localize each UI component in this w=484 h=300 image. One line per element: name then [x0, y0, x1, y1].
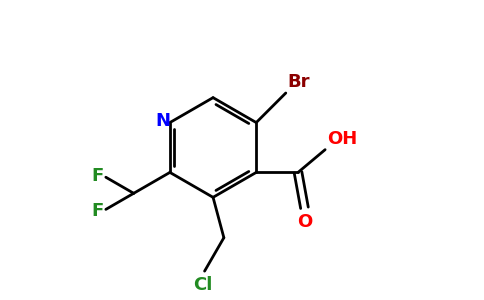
Text: F: F — [91, 167, 103, 184]
Text: N: N — [155, 112, 170, 130]
Text: OH: OH — [327, 130, 357, 148]
Text: O: O — [297, 213, 312, 231]
Text: F: F — [91, 202, 103, 220]
Text: Cl: Cl — [193, 276, 212, 294]
Text: Br: Br — [287, 74, 310, 92]
